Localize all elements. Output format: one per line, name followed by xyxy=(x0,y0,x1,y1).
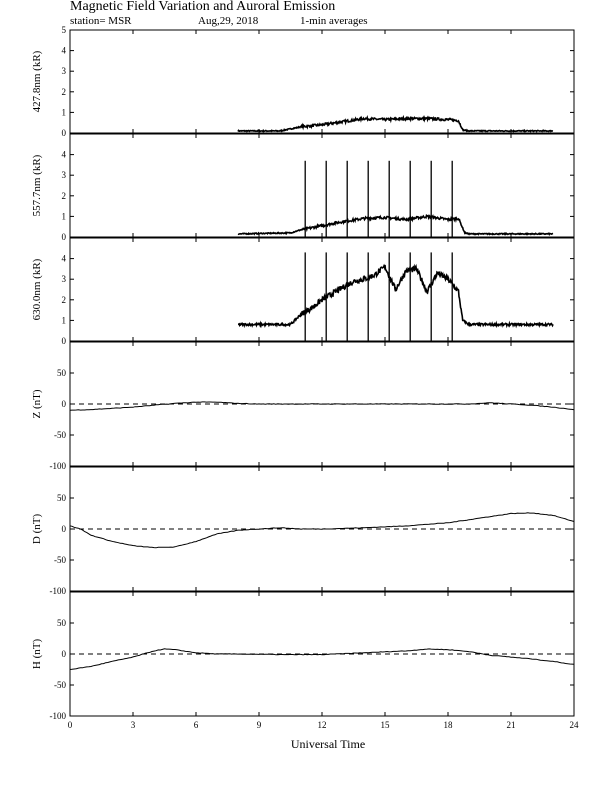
y-tick-label: 1 xyxy=(62,315,67,325)
y-tick-label: 50 xyxy=(57,618,67,628)
panel-2: 0 1 2 3 4 557.7nm (kR) xyxy=(31,133,575,242)
panel-3: 0 1 2 3 4 630.0nm (kR) xyxy=(31,237,575,346)
y-tick-label: 50 xyxy=(57,368,67,378)
x-tick-label: 15 xyxy=(381,720,391,730)
y-tick-label: 5 xyxy=(62,25,67,35)
panel-frame xyxy=(69,133,575,238)
y-tick-label: 4 xyxy=(62,46,67,56)
series-line xyxy=(238,263,554,329)
x-tick-label: 6 xyxy=(194,720,199,730)
x-axis-label: Universal Time xyxy=(291,737,365,751)
panel-frame xyxy=(69,29,575,134)
y-axis-label: D (nT) xyxy=(31,514,43,545)
y-tick-label: 3 xyxy=(62,66,67,76)
y-axis-label: 427.8nm (kR) xyxy=(31,50,43,112)
series-line xyxy=(237,114,554,133)
panel-6: -100 -50 0 50 H (nT) xyxy=(31,591,575,721)
y-tick-label: -100 xyxy=(50,711,67,721)
y-tick-label: 3 xyxy=(62,274,67,284)
station-label: station= MSR xyxy=(70,15,132,27)
y-tick-label: -50 xyxy=(54,430,66,440)
series-line xyxy=(69,401,575,411)
x-tick-label: 21 xyxy=(507,720,516,730)
y-tick-label: -100 xyxy=(50,461,67,471)
y-tick-label: 1 xyxy=(62,107,67,117)
y-tick-label: 2 xyxy=(62,87,67,97)
y-tick-label: -50 xyxy=(54,680,66,690)
y-tick-label: 1 xyxy=(62,211,67,221)
y-axis-label: 557.7nm (kR) xyxy=(31,154,43,216)
y-tick-label: 0 xyxy=(62,128,67,138)
y-tick-label: 3 xyxy=(62,170,67,180)
y-tick-label: 0 xyxy=(62,649,67,659)
figure-title: Magnetic Field Variation and Auroral Emi… xyxy=(70,0,335,14)
y-axis-label: H (nT) xyxy=(31,639,43,670)
x-tick-label: 18 xyxy=(444,720,454,730)
y-tick-label: 2 xyxy=(62,295,67,305)
y-tick-label: 0 xyxy=(62,524,67,534)
y-tick-label: 4 xyxy=(62,254,67,264)
x-tick-label: 3 xyxy=(131,720,136,730)
x-tick-label: 0 xyxy=(68,720,73,730)
y-tick-label: -50 xyxy=(54,555,66,565)
date-label: Aug,29, 2018 xyxy=(198,15,259,27)
averaging-label: 1-min averages xyxy=(300,15,368,27)
series-line xyxy=(69,648,575,670)
y-tick-label: 2 xyxy=(62,191,67,201)
panel-1: 0 1 2 3 4 5 427.8nm (kR) xyxy=(31,25,575,138)
x-tick-label: 9 xyxy=(257,720,262,730)
y-tick-label: 0 xyxy=(62,399,67,409)
series-line xyxy=(237,213,554,237)
series-line xyxy=(69,512,575,549)
y-tick-label: 50 xyxy=(57,493,67,503)
y-tick-label: -100 xyxy=(50,586,67,596)
y-tick-label: 0 xyxy=(62,232,67,242)
x-tick-label: 12 xyxy=(318,720,327,730)
y-tick-label: 0 xyxy=(62,336,67,346)
y-axis-label: Z (nT) xyxy=(31,389,43,418)
y-axis-label: 630.0nm (kR) xyxy=(31,258,43,320)
panel-5: -100 -50 0 50 D (nT) xyxy=(31,466,575,596)
y-tick-label: 4 xyxy=(62,150,67,160)
panel-4: -100 -50 0 50 Z (nT) xyxy=(31,341,575,471)
x-tick-label: 24 xyxy=(570,720,580,730)
